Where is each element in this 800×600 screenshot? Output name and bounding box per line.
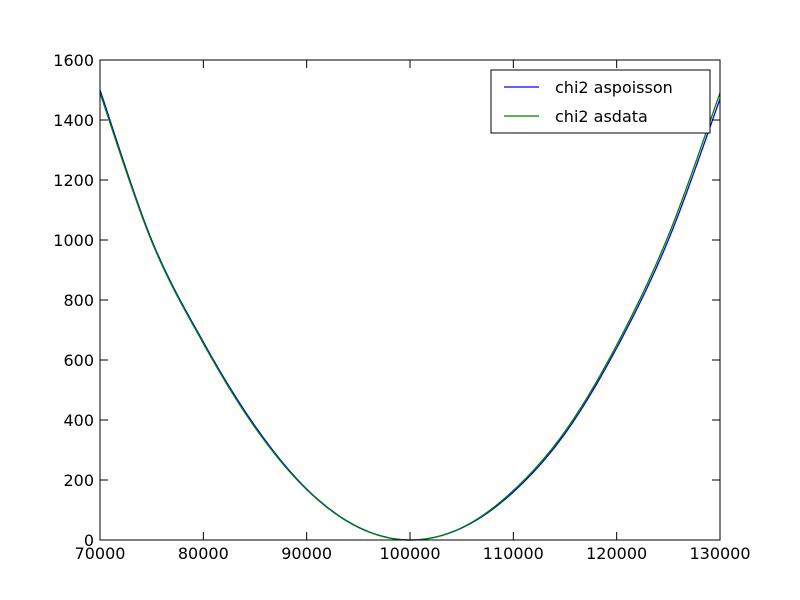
series-line-chi2-aspoisson [99,89,721,541]
x-tick-label: 120000 [586,544,647,563]
y-tick-label: 1000 [53,231,94,250]
tick-layer: 70000 80000 90000 100000 110000 120000 130000 0… [53,51,750,563]
legend: chi2 aspoisson chi2 asdata [490,69,711,134]
y-tick-label: 1400 [53,111,94,130]
y-tick-label: 400 [63,411,94,430]
y-tick-label: 0 [84,531,94,550]
x-tick-label: 70000 [75,544,126,563]
x-tick-label: 100000 [379,544,440,563]
y-tick-label: 200 [63,471,94,490]
x-tick-label: 130000 [689,544,750,563]
y-tick-label: 800 [63,291,94,310]
x-tick-label: 80000 [178,544,229,563]
series-line-chi2-asdata [99,92,721,541]
legend-label: chi2 asdata [555,107,648,126]
y-tick-label: 1600 [53,51,94,70]
x-tick-label: 110000 [483,544,544,563]
legend-box [490,69,711,134]
series-layer [99,89,721,541]
legend-label: chi2 aspoisson [555,78,673,97]
x-tick-label: 90000 [281,544,332,563]
y-tick-label: 1200 [53,171,94,190]
y-tick-label: 600 [63,351,94,370]
